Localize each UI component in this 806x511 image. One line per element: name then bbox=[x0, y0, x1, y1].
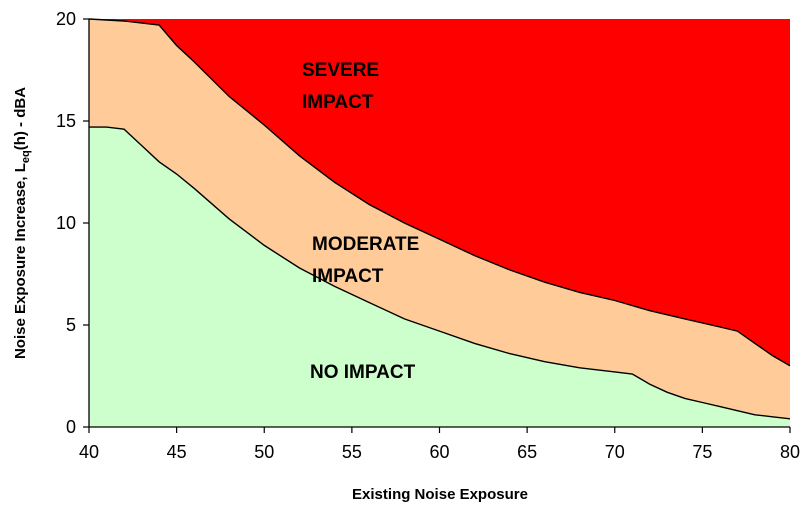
x-tick-label: 70 bbox=[605, 442, 625, 462]
x-tick-label: 45 bbox=[167, 442, 187, 462]
region-label-moderate-impact: IMPACT bbox=[312, 266, 384, 287]
y-axis-title: Noise Exposure Increase, Leq(h) - dBA bbox=[12, 87, 32, 359]
region-label-moderate-impact: MODERATE bbox=[312, 234, 419, 255]
x-tick-label: 65 bbox=[517, 442, 537, 462]
y-axis-title-subscript: eq bbox=[20, 150, 32, 163]
y-tick-label: 15 bbox=[56, 111, 76, 131]
y-tick-label: 10 bbox=[56, 213, 76, 233]
axes-layer: 0 5 10 15 20 40 45 50 55 60 65 70 75 80 bbox=[56, 9, 800, 462]
region-label-severe-impact: IMPACT bbox=[302, 92, 374, 113]
y-tick-label: 20 bbox=[56, 9, 76, 29]
region-label-severe-impact: SEVERE bbox=[302, 60, 379, 81]
boundaries-layer bbox=[88, 18, 791, 420]
x-axis-title: Existing Noise Exposure bbox=[352, 486, 528, 503]
y-tick-label: 5 bbox=[66, 315, 76, 335]
x-tick-label: 50 bbox=[254, 442, 274, 462]
regions-layer bbox=[89, 19, 790, 427]
x-tick-label: 55 bbox=[342, 442, 362, 462]
region-no-impact bbox=[89, 127, 790, 427]
x-tick-label: 40 bbox=[79, 442, 99, 462]
boundary-line-lower bbox=[89, 126, 791, 420]
x-tick-label: 75 bbox=[692, 442, 712, 462]
y-axis-title-main: Noise Exposure Increase, L bbox=[12, 163, 29, 359]
y-axis-title-suffix: (h) - dBA bbox=[12, 87, 29, 150]
x-tick-label: 60 bbox=[429, 442, 449, 462]
x-tick-label: 80 bbox=[780, 442, 800, 462]
region-label-no-impact: NO IMPACT bbox=[310, 362, 416, 383]
region-labels-layer: NO IMPACT MODERATE IMPACT SEVERE IMPACT bbox=[302, 60, 419, 383]
boundary-line-upper bbox=[88, 18, 791, 367]
y-tick-label: 0 bbox=[66, 417, 76, 437]
